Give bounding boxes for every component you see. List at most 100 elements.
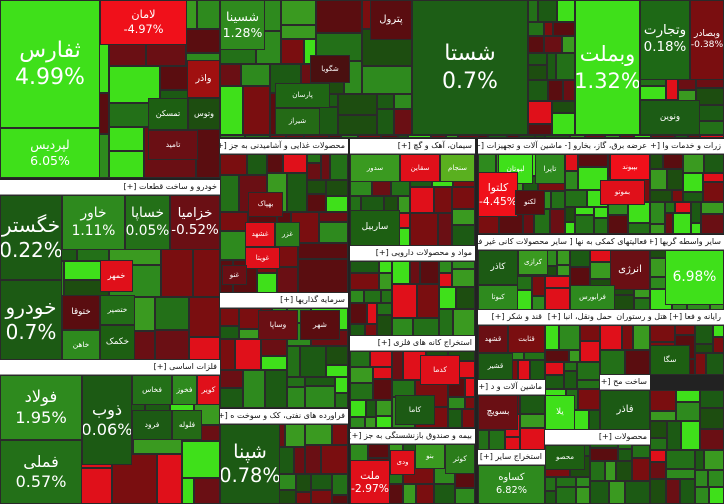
stock-tile[interactable]: خساپا 0.05% xyxy=(125,195,170,250)
stock-tile[interactable]: ثفارس 4.99% xyxy=(0,0,100,128)
stock-tile[interactable]: خاور 1.11% xyxy=(62,195,125,250)
stock-tile[interactable]: شستا 0.7% xyxy=(412,0,528,135)
sector-header[interactable]: سیمان، آهک و گچ [+] xyxy=(350,139,475,154)
stock-tile[interactable]: فخوز xyxy=(172,375,197,405)
stock-tile[interactable]: خکمک xyxy=(100,325,135,360)
stock-tile[interactable]: فلوله xyxy=(172,410,202,440)
stock-tile[interactable]: کرازی xyxy=(518,250,548,275)
stock-tile[interactable]: فرابورس xyxy=(570,285,615,310)
stock-tile[interactable]: ذوب 0.06% xyxy=(82,375,132,465)
filler-cell xyxy=(499,214,523,234)
stock-tile[interactable]: قثابت xyxy=(508,325,545,353)
stock-tile[interactable]: بموتو xyxy=(600,180,645,205)
stock-tile[interactable]: ساربیل xyxy=(350,210,400,246)
stock-tile[interactable]: لکتو xyxy=(515,190,545,215)
filler-cell xyxy=(241,64,270,86)
stock-tile[interactable]: پارسان xyxy=(275,83,330,108)
stock-tile[interactable]: ختصیر xyxy=(100,295,135,325)
sector-header[interactable]: عرضه برق، گاز، بخارو [+] xyxy=(565,139,650,154)
stock-tile[interactable]: خگستر 0.22% xyxy=(0,195,62,280)
stock-tile[interactable]: کوثر xyxy=(445,444,475,474)
stock-tile[interactable]: لپردیس 6.05% xyxy=(0,128,100,178)
stock-tile[interactable]: بهپاک xyxy=(248,192,283,217)
stock-tile[interactable]: لامان -4.97% xyxy=(100,0,187,45)
stock-tile[interactable]: ختوقا xyxy=(62,295,100,330)
stock-tile[interactable]: کاذر xyxy=(478,250,518,285)
sector-header[interactable]: بیمه و صندوق بازنشستگی به جز [+] xyxy=(350,429,475,444)
stock-tile[interactable]: سگا xyxy=(650,345,690,375)
sector-header[interactable]: فعالیتهای کمکی به نها [+] xyxy=(570,235,650,250)
filler-cell xyxy=(650,479,666,504)
sector-header[interactable]: قند و شکر [+] xyxy=(478,310,545,325)
stock-tile[interactable]: محصو xyxy=(545,445,585,470)
stock-tile[interactable]: وبملت 1.32% xyxy=(575,0,640,135)
stock-tile[interactable]: ودی xyxy=(390,450,415,475)
stock-tile[interactable]: ملت -2.97% xyxy=(350,460,390,504)
stock-tile[interactable]: خمهر xyxy=(100,260,133,292)
sector-header[interactable]: سایر محصولات کانی غیر فل [+] xyxy=(478,235,570,250)
stock-tile[interactable]: بنو xyxy=(415,444,445,469)
stock-tile[interactable]: کویر xyxy=(197,375,220,405)
stock-tile[interactable]: شهر xyxy=(300,310,340,340)
stock-tile[interactable]: غنو xyxy=(222,265,247,285)
stock-tile[interactable]: تامید xyxy=(148,130,198,160)
stock-tile[interactable]: واذر xyxy=(187,60,220,98)
stock-tile[interactable]: کساوه 6.82% xyxy=(478,465,545,504)
sector-header[interactable]: رایانه و فعا [+] xyxy=(670,310,724,325)
stock-tile[interactable]: وساپا xyxy=(258,310,298,340)
stock-tile[interactable]: یلا xyxy=(545,395,575,430)
sector-header[interactable]: فراورده های نفتی، کک و سوخت ه [+] xyxy=(220,409,348,424)
stock-tile[interactable]: فاذر xyxy=(600,390,650,430)
stock-tile[interactable]: وتوس xyxy=(188,98,220,130)
stock-tile[interactable]: فرود xyxy=(132,410,172,440)
sector-header[interactable]: ساخت مح [+] xyxy=(600,375,650,390)
sector-header[interactable]: محصولات [+] xyxy=(545,430,650,445)
sector-header[interactable]: خودرو و ساخت قطعات [+] xyxy=(0,180,220,195)
stock-tile[interactable]: قشیر xyxy=(478,353,513,380)
stock-tile[interactable]: سقاین xyxy=(400,154,440,182)
stock-tile[interactable]: شیراز xyxy=(275,108,320,135)
stock-tile[interactable]: قشهد xyxy=(478,325,508,353)
stock-tile[interactable]: شپنا 0.78% xyxy=(220,424,280,504)
stock-tile[interactable]: سدور xyxy=(350,154,400,182)
stock-tile[interactable]: انرژی xyxy=(610,250,650,290)
stock-tile[interactable]: کلتوا -4.45% xyxy=(478,172,518,217)
sector-header[interactable]: مواد و محصولات دارویی [+] xyxy=(350,246,475,261)
sector-header[interactable]: ماشین آلات و د [+] xyxy=(478,380,545,395)
sector-header[interactable]: حمل ونقل، انبا [+] xyxy=(545,310,615,325)
stock-tile[interactable]: فملی 0.57% xyxy=(0,440,82,504)
stock-tile[interactable]: خودرو 0.7% xyxy=(0,280,62,360)
stock-tile[interactable]: وبصادر -0.38% xyxy=(690,0,724,80)
sector-header[interactable]: هتل و رستوران [+] xyxy=(615,310,670,325)
sector-header[interactable]: استخراج سایر [+] xyxy=(478,450,545,465)
stock-tile[interactable]: غویتا xyxy=(245,247,280,269)
stock-tile[interactable]: تمسکن xyxy=(148,98,188,130)
stock-tile[interactable]: وتجارت 0.18% xyxy=(640,0,690,80)
sector-header[interactable]: سایر واسطه گریها [+] xyxy=(650,235,724,250)
stock-tile[interactable]: فولاد 1.95% xyxy=(0,375,82,440)
stock-tile[interactable]: 6.98% xyxy=(665,250,724,305)
stock-tile[interactable]: شگویا xyxy=(310,55,350,83)
stock-tile[interactable]: خزامیا -0.52% xyxy=(170,195,220,250)
stock-tile[interactable]: پترول xyxy=(370,0,412,40)
sector-header[interactable]: سرمایه گذاریها [+] xyxy=(220,293,348,308)
sector-header[interactable]: زرات و خدمات وا [+] xyxy=(650,139,724,154)
sector-header[interactable]: استخراج کانه های فلزی [+] xyxy=(350,336,475,351)
stock-tile[interactable]: کاما xyxy=(395,395,435,425)
sector-header[interactable]: محصولات غذایی و آشامیدنی به جز [+] xyxy=(220,139,348,154)
sector-header[interactable]: فلزات اساسی [+] xyxy=(0,360,220,375)
stock-tile[interactable]: غشهد xyxy=(245,222,275,247)
stock-tile[interactable]: ونوین xyxy=(640,100,700,135)
stock-symbol: ختوقا xyxy=(71,307,91,318)
stock-tile[interactable]: بپیوند xyxy=(610,154,650,180)
stock-tile[interactable]: سنجام xyxy=(440,154,475,182)
sector-header[interactable]: ماشین آلات و تجهیزات [+] xyxy=(478,139,565,154)
stock-tile[interactable]: غزر xyxy=(275,222,300,247)
stock-tile[interactable]: شسینا 1.28% xyxy=(220,0,265,50)
stock-tile[interactable]: خاهن xyxy=(62,330,100,360)
stock-tile[interactable]: تایرا xyxy=(535,154,565,184)
stock-tile[interactable]: کبوتا xyxy=(478,285,518,310)
stock-tile[interactable]: بسویچ xyxy=(478,395,518,430)
stock-tile[interactable]: فخاس xyxy=(132,375,172,405)
stock-tile[interactable]: کدما xyxy=(420,355,460,385)
